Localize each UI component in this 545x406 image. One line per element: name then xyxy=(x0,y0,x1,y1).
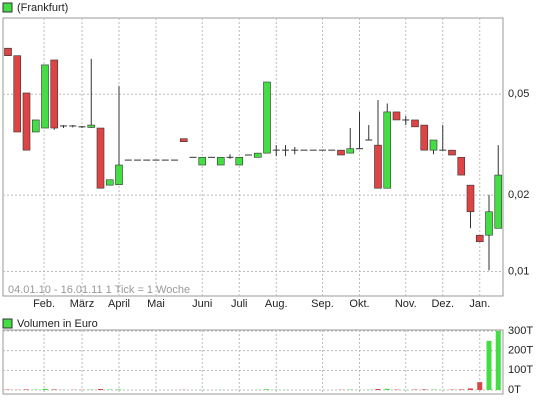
volume-bar xyxy=(477,382,482,390)
body xyxy=(264,82,271,153)
body xyxy=(375,145,382,188)
legend-swatch xyxy=(3,3,12,12)
y-tick-label: 0T xyxy=(508,384,521,396)
x-tick-label: Juli xyxy=(231,298,248,310)
body xyxy=(88,125,95,127)
body xyxy=(23,93,30,150)
y-tick-label: 0,02 xyxy=(508,189,529,201)
volume-bar xyxy=(43,389,48,390)
body xyxy=(180,139,187,142)
x-tick-label: Jan. xyxy=(469,298,490,310)
body xyxy=(32,120,39,132)
body xyxy=(42,65,49,128)
body xyxy=(97,128,104,188)
volume-bar xyxy=(487,341,492,390)
volume-bar xyxy=(385,389,390,390)
body xyxy=(116,165,123,185)
body xyxy=(338,150,345,155)
body xyxy=(393,112,400,120)
x-tick-label: April xyxy=(108,298,130,310)
y-tick-label: 300T xyxy=(508,325,533,337)
x-tick-label: Aug. xyxy=(265,298,288,310)
chart-title: (Frankfurt) xyxy=(17,2,68,14)
x-tick-label: Mai xyxy=(147,298,165,310)
body xyxy=(486,212,493,235)
volume-frame xyxy=(3,330,503,394)
body xyxy=(421,125,428,150)
volume-bar xyxy=(265,389,270,390)
volume-bar xyxy=(52,389,57,390)
volume-bar xyxy=(468,388,473,390)
body xyxy=(449,150,456,155)
body xyxy=(495,175,502,228)
volume-bar xyxy=(117,389,122,390)
legend-swatch xyxy=(3,319,12,328)
x-tick-label: Okt. xyxy=(349,298,369,310)
x-tick-label: Feb. xyxy=(33,298,55,310)
body xyxy=(476,235,483,242)
volume-bar xyxy=(376,389,381,390)
volume-bar xyxy=(496,331,501,390)
body xyxy=(458,157,465,175)
body xyxy=(217,157,224,165)
body xyxy=(430,140,437,150)
body xyxy=(199,157,206,165)
y-tick-label: 100T xyxy=(508,364,533,376)
annotation: 04.01.10 - 16.01.11 1 Tick = 1 Woche xyxy=(8,284,190,296)
x-tick-label: Nov. xyxy=(395,298,417,310)
body xyxy=(412,120,419,127)
body xyxy=(384,112,391,188)
volume-bar xyxy=(422,389,427,390)
x-tick-label: März xyxy=(70,298,94,310)
volume-bar xyxy=(459,389,464,390)
y-tick-label: 0,01 xyxy=(508,265,529,277)
body xyxy=(5,48,12,55)
x-tick-label: Dez. xyxy=(431,298,454,310)
volume-bar xyxy=(24,389,29,390)
x-tick-label: Juni xyxy=(192,298,212,310)
body xyxy=(347,149,354,153)
x-tick-label: Sep. xyxy=(311,298,334,310)
y-tick-label: 200T xyxy=(508,345,533,357)
body xyxy=(106,180,113,185)
body xyxy=(14,56,21,132)
volume-bar xyxy=(98,389,103,390)
body xyxy=(467,185,474,212)
body xyxy=(51,60,58,128)
y-tick-label: 0,05 xyxy=(508,88,529,100)
body xyxy=(254,153,261,157)
volume-title: Volumen in Euro xyxy=(17,318,98,330)
body xyxy=(236,157,243,165)
plot-frame xyxy=(3,18,503,296)
